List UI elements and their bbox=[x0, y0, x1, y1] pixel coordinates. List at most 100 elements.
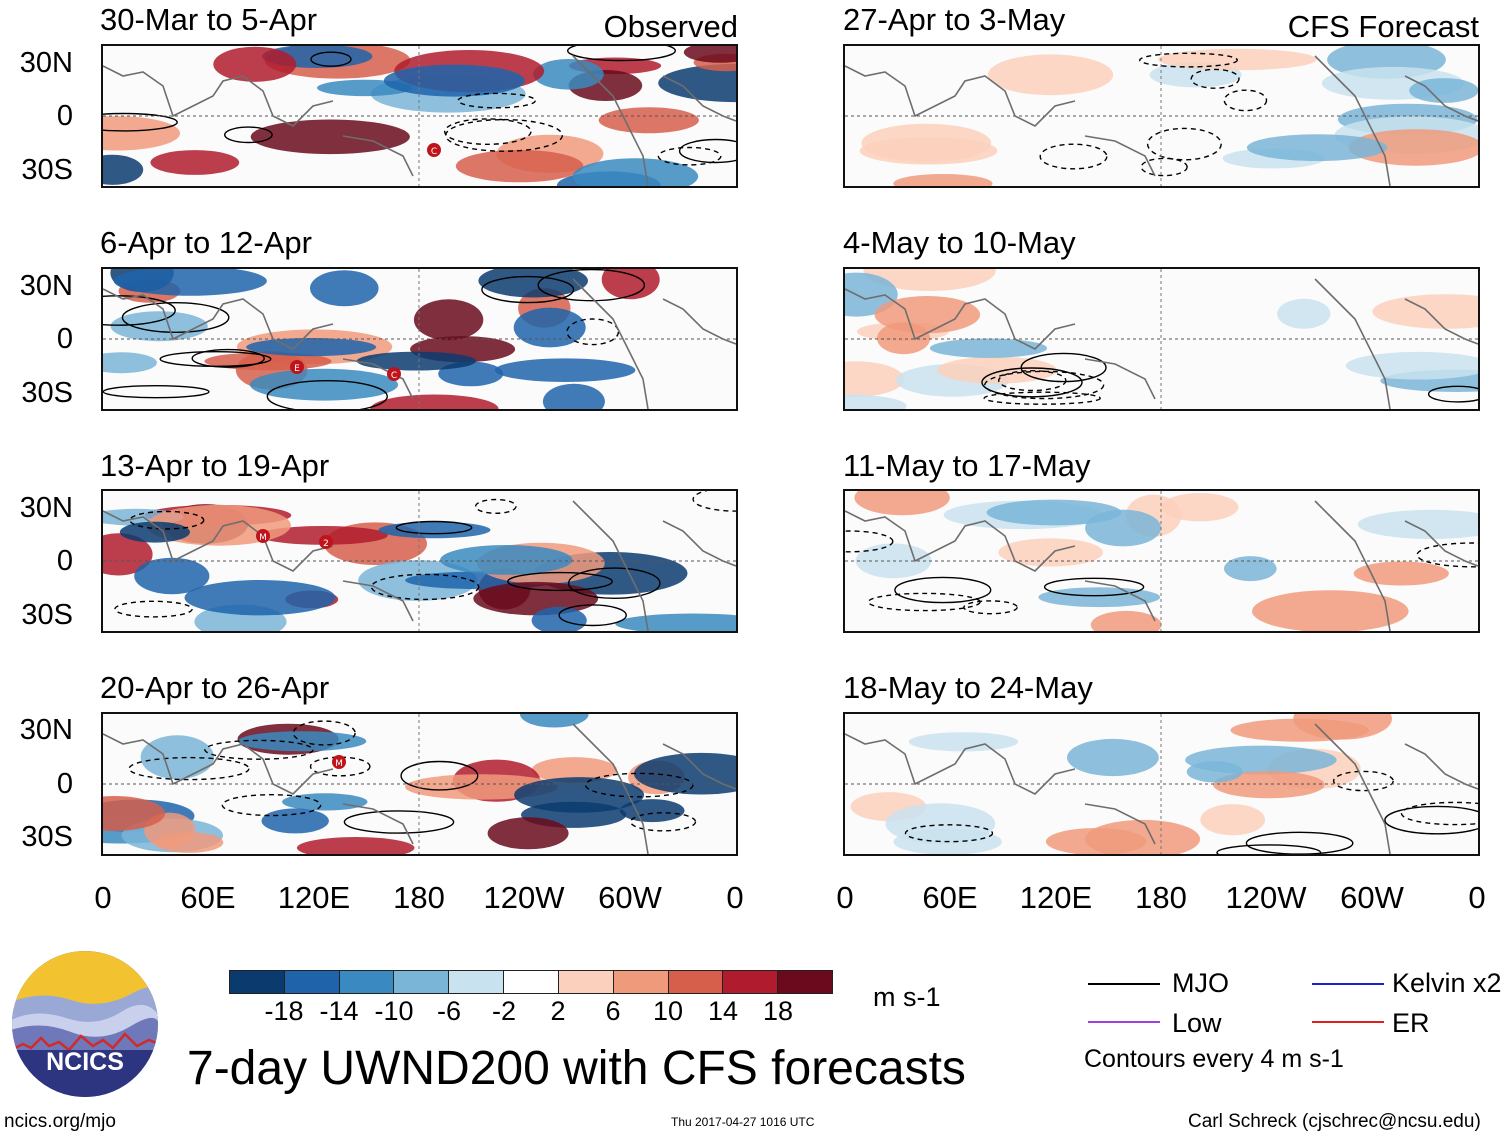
colorbar-swatch bbox=[558, 971, 614, 993]
anomaly-blob bbox=[455, 149, 584, 183]
mjo-contour bbox=[103, 385, 210, 399]
lat-label-eq: 0 bbox=[56, 545, 73, 577]
legend-label-kelvin: Kelvin x2 bbox=[1392, 968, 1502, 998]
anomaly-blob bbox=[533, 59, 604, 90]
coastline bbox=[845, 55, 1478, 186]
anomaly-blob bbox=[119, 521, 190, 543]
anomaly-blob bbox=[859, 137, 998, 165]
colorbar-swatch bbox=[613, 971, 669, 993]
anomaly-blob bbox=[986, 499, 1122, 526]
mjo-contour bbox=[457, 92, 537, 109]
anomaly-blob bbox=[134, 557, 210, 595]
mjo-contour bbox=[343, 810, 455, 834]
anomaly-blob bbox=[478, 269, 588, 298]
lon-label: 120W bbox=[483, 880, 565, 915]
mjo-contour bbox=[1416, 542, 1478, 568]
mjo-contour bbox=[657, 146, 722, 166]
anomaly-blob bbox=[1090, 610, 1162, 631]
mjo-contour bbox=[1020, 352, 1107, 383]
anomaly-blob bbox=[601, 269, 660, 300]
mjo-contour bbox=[395, 520, 473, 535]
anomaly-blob bbox=[310, 270, 379, 307]
anomaly-blob bbox=[1224, 556, 1277, 582]
mjo-contour bbox=[310, 51, 352, 67]
colorbar bbox=[229, 970, 833, 994]
lon-label: 120E bbox=[1019, 880, 1093, 915]
footer-url[interactable]: ncics.org/mjo bbox=[4, 1111, 116, 1132]
lat-label-30n: 30N bbox=[19, 47, 73, 79]
legend-line-mjo bbox=[1088, 983, 1160, 985]
anomaly-blob bbox=[1200, 804, 1266, 836]
storm-marker: 2 bbox=[319, 535, 333, 549]
mjo-contour bbox=[678, 138, 736, 164]
map-panel-observed-4 bbox=[101, 712, 738, 856]
mjo-contour bbox=[103, 112, 178, 132]
mjo-contour bbox=[1384, 805, 1478, 835]
anomaly-blob bbox=[598, 107, 699, 134]
coastline bbox=[103, 723, 736, 854]
anomaly-blob bbox=[514, 777, 645, 813]
anomaly-blob bbox=[863, 269, 996, 291]
panel-title-6: 4-May to 10-May bbox=[843, 225, 1076, 260]
coastline bbox=[845, 278, 1478, 409]
anomaly-blob bbox=[249, 368, 399, 401]
panel-title-1: 30-Mar to 5-Apr bbox=[100, 2, 318, 37]
anomaly-blob bbox=[1085, 819, 1201, 854]
anomaly-blob bbox=[296, 837, 415, 854]
legend-label-low: Low bbox=[1172, 1008, 1222, 1038]
mjo-contour bbox=[481, 275, 575, 304]
mjo-contour bbox=[1223, 89, 1268, 112]
lon-label: 60E bbox=[922, 880, 978, 915]
coastline bbox=[845, 723, 1478, 854]
panel-title-3: 13-Apr to 19-Apr bbox=[100, 448, 330, 483]
mjo-contour bbox=[292, 720, 356, 746]
map-panel-forecast-1 bbox=[843, 44, 1480, 188]
anomaly-blob bbox=[1067, 738, 1159, 777]
anomaly-blob bbox=[440, 545, 573, 575]
mjo-contour bbox=[443, 118, 532, 146]
anomaly-blob bbox=[1186, 761, 1243, 783]
anomaly-blob bbox=[103, 533, 153, 576]
mjo-contour bbox=[400, 760, 479, 791]
anomaly-blob bbox=[520, 714, 589, 728]
lat-label-30s: 30S bbox=[21, 821, 73, 853]
anomaly-blob bbox=[987, 54, 1114, 96]
anomaly-blob bbox=[103, 154, 144, 185]
anomaly-blob bbox=[282, 793, 368, 811]
colorbar-swatch bbox=[449, 971, 505, 993]
panel-title-8: 18-May to 24-May bbox=[843, 670, 1093, 705]
anomaly-blob bbox=[258, 526, 388, 545]
footer-credit[interactable]: Carl Schreck (cjschrec@ncsu.edu) bbox=[1188, 1111, 1481, 1132]
anomaly-blob bbox=[1085, 509, 1162, 547]
contour-note: Contours every 4 m s-1 bbox=[1084, 1045, 1344, 1073]
storm-marker: E bbox=[290, 360, 304, 374]
colorbar-swatch bbox=[230, 971, 285, 993]
map-panel-observed-3 bbox=[101, 489, 738, 633]
lon-label: 0 bbox=[726, 880, 744, 915]
mjo-contour bbox=[983, 391, 1101, 405]
anomaly-blob bbox=[356, 351, 477, 371]
mjo-contour bbox=[567, 567, 661, 599]
lat-label-30n: 30N bbox=[19, 270, 73, 302]
mjo-contour bbox=[191, 348, 265, 368]
legend-line-low bbox=[1088, 1021, 1160, 1023]
coastline bbox=[103, 55, 736, 186]
svg-text:E: E bbox=[294, 364, 300, 374]
colorbar-label: 14 bbox=[707, 996, 739, 1026]
coastline bbox=[845, 500, 1478, 631]
anomaly-blob bbox=[683, 46, 736, 63]
colorbar-swatch bbox=[504, 971, 559, 993]
anomaly-blob bbox=[1357, 509, 1478, 539]
mjo-contour bbox=[1427, 385, 1478, 403]
svg-text:2: 2 bbox=[323, 539, 329, 549]
panel-title-4: 20-Apr to 26-Apr bbox=[100, 670, 330, 705]
anomaly-blob bbox=[154, 832, 224, 853]
ncics-logo: NCICS bbox=[12, 951, 158, 1097]
anomaly-blob bbox=[378, 521, 491, 539]
map-panel-forecast-2 bbox=[843, 267, 1480, 411]
mjo-contour bbox=[567, 46, 676, 62]
lat-label-30s: 30S bbox=[21, 154, 73, 186]
lon-label: 0 bbox=[94, 880, 112, 915]
mjo-contour bbox=[221, 793, 322, 817]
lon-label: 180 bbox=[393, 880, 445, 915]
